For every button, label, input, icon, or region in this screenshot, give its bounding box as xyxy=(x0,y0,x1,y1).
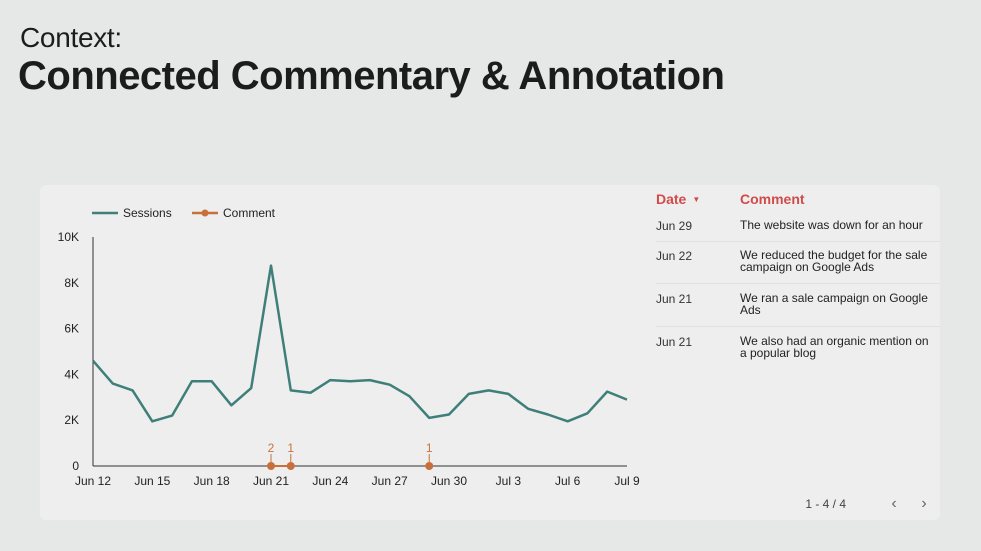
x-tick-label: Jun 24 xyxy=(312,474,348,488)
x-tick-label: Jun 27 xyxy=(372,474,408,488)
row-comment: We reduced the budget for the sale campa… xyxy=(740,248,928,274)
y-tick-label: 2K xyxy=(64,413,79,427)
row-comment: We also had an organic mention on a popu… xyxy=(740,334,929,360)
y-tick-label: 6K xyxy=(64,322,79,336)
x-tick-label: Jul 3 xyxy=(496,474,522,488)
x-tick-label: Jul 9 xyxy=(614,474,640,488)
legend-comment-marker xyxy=(201,209,209,217)
legend-sessions-label: Sessions xyxy=(123,206,172,220)
context-label: Context: xyxy=(20,22,122,53)
comment-marker xyxy=(425,462,434,470)
comment-column-header[interactable]: Comment xyxy=(740,191,805,207)
row-comment: We ran a sale campaign on Google Ads xyxy=(740,291,928,317)
comment-count-label: 2 xyxy=(268,441,275,455)
y-tick-label: 4K xyxy=(64,367,79,381)
x-axis: Jun 12 Jun 15 Jun 18 Jun 21 Jun 24 Jun 27 Jun … xyxy=(75,465,640,488)
pagination-label: 1 - 4 / 4 xyxy=(805,497,846,511)
sessions-line xyxy=(92,264,628,423)
row-date: Jun 22 xyxy=(656,249,693,263)
page-title: Connected Commentary & Annotation xyxy=(18,54,725,98)
pagination: 1 - 4 / 4 ‹ › xyxy=(805,495,932,512)
chevron-right-icon[interactable]: › xyxy=(921,495,927,512)
x-tick-label: Jun 18 xyxy=(194,474,230,488)
x-tick-label: Jun 12 xyxy=(75,474,111,488)
x-tick-label: Jun 21 xyxy=(253,474,289,488)
legend-comment-label: Comment xyxy=(223,206,276,220)
table-row[interactable]: Jun 22 We reduced the budget for the sal… xyxy=(656,249,940,284)
row-date: Jun 29 xyxy=(656,219,693,233)
comment-marker xyxy=(286,462,295,470)
row-date: Jun 21 xyxy=(656,292,693,306)
x-tick-label: Jun 30 xyxy=(431,474,467,488)
comment-count-label: 1 xyxy=(287,441,294,455)
comment-count-label: 1 xyxy=(426,441,433,455)
chart-legend: Sessions Comment xyxy=(92,206,276,220)
y-tick-label: 0 xyxy=(72,459,79,473)
plot-area xyxy=(92,264,628,423)
table-row[interactable]: Jun 21 We also had an organic mention on… xyxy=(656,335,940,369)
table-row[interactable]: Jun 29 The website was down for an hour xyxy=(656,219,940,242)
row-date: Jun 21 xyxy=(656,335,693,349)
date-column-header[interactable]: Date ▼ xyxy=(656,191,700,207)
y-tick-label: 8K xyxy=(64,276,79,290)
x-tick-label: Jul 6 xyxy=(555,474,581,488)
table-row[interactable]: Jun 21 We ran a sale campaign on Google … xyxy=(656,292,940,327)
sort-desc-icon: ▼ xyxy=(692,195,701,204)
report-card: Sessions Comment 0 2K 4K 6K 8K 10K Jun 12 Jun … xyxy=(40,185,940,520)
row-comment: The website was down for an hour xyxy=(740,218,923,232)
comment-marker xyxy=(267,462,275,470)
chevron-left-icon[interactable]: ‹ xyxy=(891,495,897,512)
date-header-label: Date xyxy=(656,191,687,207)
y-tick-label: 10K xyxy=(58,230,79,244)
y-axis: 0 2K 4K 6K 8K 10K xyxy=(58,230,94,473)
x-tick-label: Jun 15 xyxy=(134,474,170,488)
